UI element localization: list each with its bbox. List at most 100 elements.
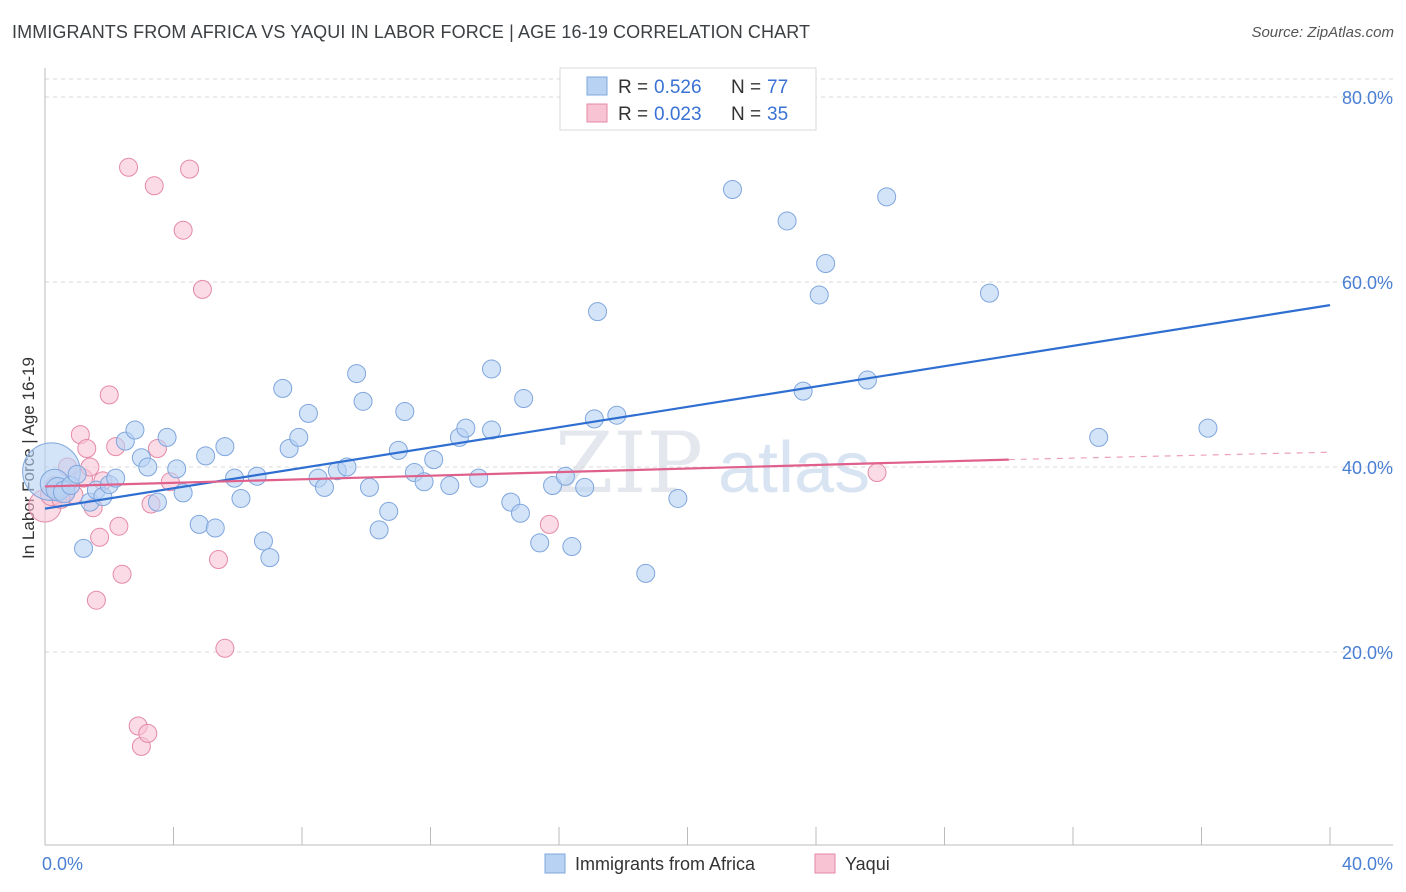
africa-point: [482, 359, 502, 379]
africa-point: [816, 254, 836, 273]
bottom-legend-swatch-africa: [544, 853, 566, 874]
chart-source: Source: ZipAtlas.com: [1251, 24, 1394, 41]
yaqui-point: [539, 514, 559, 534]
y-tick-label: 40.0%: [1342, 458, 1393, 478]
bottom-legend-swatch-yaqui: [814, 853, 836, 874]
africa-point: [777, 211, 797, 231]
africa-point: [125, 420, 145, 440]
africa-point: [979, 283, 999, 303]
yaqui-point: [77, 439, 97, 458]
bottom-legend-label-africa: Immigrants from Africa: [575, 854, 756, 874]
x-tick-label: 0.0%: [42, 854, 83, 874]
yaqui-point: [112, 564, 132, 584]
africa-point: [273, 378, 293, 398]
legend-swatch-yaqui: [586, 103, 608, 123]
yaqui-point: [144, 176, 164, 196]
yaqui-point: [173, 220, 193, 240]
africa-point: [555, 466, 575, 486]
yaqui-point: [867, 463, 887, 483]
yaqui-point: [180, 159, 200, 179]
africa-point: [379, 501, 399, 521]
africa-point: [607, 405, 627, 425]
africa-point: [514, 389, 534, 409]
yaqui-point: [138, 723, 158, 743]
africa-point: [167, 459, 187, 479]
yaqui-point: [109, 516, 129, 536]
africa-point: [298, 403, 318, 423]
africa-point: [414, 472, 434, 492]
africa-point: [1198, 418, 1218, 438]
y-tick-label: 60.0%: [1342, 273, 1393, 293]
africa-point: [347, 364, 367, 384]
africa-point: [424, 450, 444, 470]
legend-swatch-africa: [586, 76, 608, 96]
africa-point: [74, 538, 94, 558]
legend-n-value-yaqui: 35: [767, 104, 788, 125]
trend-line-yaqui-extension: [1008, 451, 1331, 461]
africa-point: [562, 537, 582, 557]
africa-point: [809, 285, 829, 305]
africa-point: [369, 520, 389, 540]
africa-point: [196, 446, 216, 466]
africa-point: [456, 418, 476, 438]
series-africa-points: [22, 180, 1218, 583]
africa-point: [877, 187, 897, 207]
africa-point: [260, 548, 280, 568]
africa-point: [157, 427, 177, 447]
africa-point: [1089, 427, 1109, 447]
trend-line-africa: [44, 304, 1331, 510]
africa-point: [469, 468, 489, 488]
africa-point: [530, 533, 550, 553]
x-axis-ticks: [44, 827, 1331, 845]
africa-point: [205, 518, 225, 538]
legend-n-value-africa: 77: [767, 77, 788, 98]
trend-line-yaqui: [44, 458, 1009, 488]
yaqui-point: [90, 527, 110, 547]
tick-labels: 20.0% 40.0% 60.0% 80.0% 0.0% 40.0%: [42, 88, 1393, 874]
yaqui-point: [99, 385, 119, 405]
legend-r-label-africa: R =: [618, 77, 648, 98]
africa-point: [106, 468, 126, 488]
bottom-legend: Immigrants from Africa Yaqui: [544, 853, 890, 874]
africa-point: [138, 457, 158, 477]
trend-lines: [44, 304, 1331, 510]
yaqui-point: [215, 638, 235, 658]
bottom-legend-label-yaqui: Yaqui: [845, 854, 890, 874]
africa-point: [584, 409, 604, 429]
yaqui-point: [119, 157, 139, 177]
africa-point: [289, 427, 309, 447]
africa-point: [253, 531, 273, 551]
africa-point: [636, 563, 656, 583]
legend-r-value-africa: 0.526: [654, 77, 702, 98]
legend-n-label-yaqui: N =: [731, 104, 761, 125]
grid: [45, 78, 1393, 653]
legend-n-label-africa: N =: [731, 77, 761, 98]
africa-point: [588, 302, 608, 322]
africa-point: [359, 477, 379, 497]
africa-point: [314, 477, 334, 497]
africa-point: [353, 391, 373, 411]
legend-r-label-yaqui: R =: [618, 104, 648, 125]
africa-point: [510, 503, 530, 523]
y-tick-label: 80.0%: [1342, 88, 1393, 108]
yaqui-point: [192, 279, 212, 299]
africa-point: [395, 402, 415, 421]
y-tick-label: 20.0%: [1342, 643, 1393, 663]
africa-point: [388, 440, 408, 460]
yaqui-point: [86, 590, 106, 610]
legend-r-value-yaqui: 0.023: [654, 104, 702, 125]
africa-point: [440, 476, 460, 495]
africa-point: [215, 437, 235, 457]
africa-point: [189, 514, 209, 534]
chart-title: IMMIGRANTS FROM AFRICA VS YAQUI IN LABOR…: [12, 22, 811, 42]
yaqui-point: [208, 550, 228, 569]
legend: R = 0.526 N = 77 R = 0.023 N = 35: [559, 67, 817, 131]
africa-point: [147, 492, 167, 512]
africa-point: [67, 464, 87, 484]
africa-point: [722, 180, 742, 199]
africa-point: [575, 477, 595, 497]
africa-point: [668, 488, 688, 508]
africa-point: [543, 476, 563, 495]
africa-point: [231, 488, 251, 508]
